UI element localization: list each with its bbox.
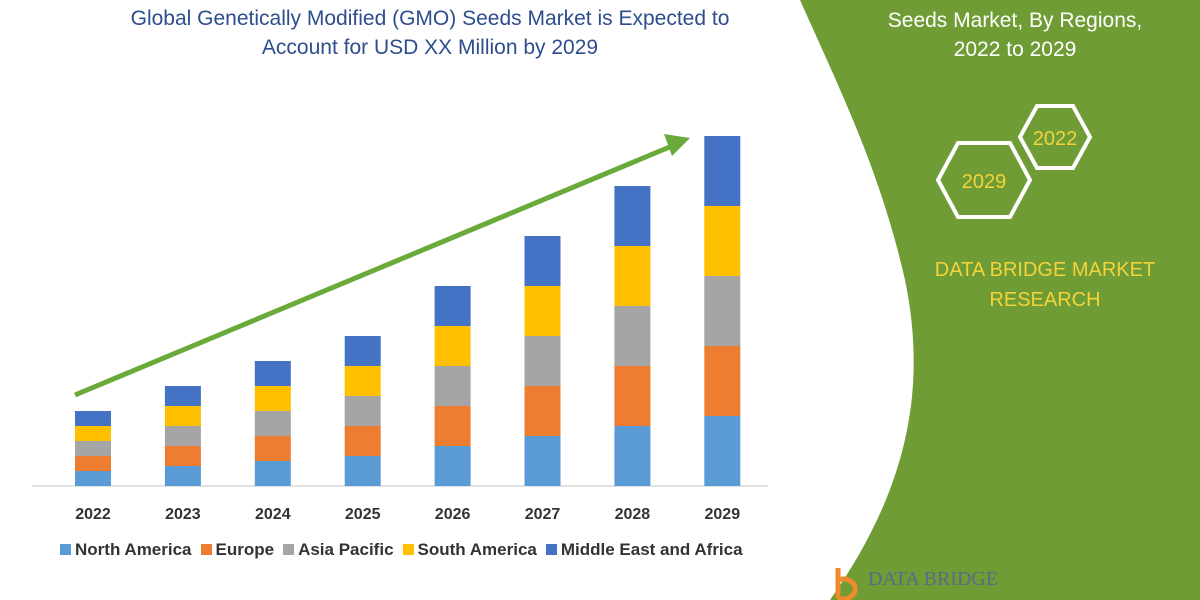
bar-2022-asia-pacific bbox=[75, 441, 111, 456]
bar-2024-middle-east-and-africa bbox=[254, 361, 291, 386]
logo-text: DATA BRIDGE bbox=[868, 568, 999, 590]
bar-2022-south-america bbox=[75, 426, 111, 441]
bar-2023-europe bbox=[164, 446, 201, 466]
title-line: Account for USD XX Million by 2029 bbox=[261, 36, 599, 59]
bar-2024-south-america bbox=[254, 386, 291, 411]
legend-swatch bbox=[200, 544, 212, 555]
bar-2023-asia-pacific bbox=[164, 426, 201, 446]
bar-2026-south-america bbox=[434, 326, 471, 366]
x-tick-label: 2028 bbox=[615, 506, 651, 523]
bar-2022-north-america bbox=[75, 471, 111, 486]
bar-2027-north-america bbox=[524, 436, 561, 486]
bar-2026-middle-east-and-africa bbox=[434, 286, 471, 326]
x-tick-label: 2029 bbox=[705, 506, 741, 523]
bar-2024-europe bbox=[254, 436, 291, 461]
bar-2025-asia-pacific bbox=[344, 396, 381, 426]
side-title-line: Seeds Market, By Regions, bbox=[887, 9, 1143, 32]
bar-2028-middle-east-and-africa bbox=[614, 186, 651, 246]
bar-2022-europe bbox=[75, 456, 111, 471]
bar-2022-middle-east-and-africa bbox=[75, 411, 111, 426]
hexagon-2029 bbox=[935, 141, 1033, 219]
side-title: Seeds Market, By Regions, 2022 to 2029 bbox=[850, 6, 1180, 64]
bar-2025-north-america bbox=[344, 456, 381, 486]
legend-swatch bbox=[283, 544, 295, 555]
x-tick-label: 2024 bbox=[255, 506, 291, 523]
bar-2029-asia-pacific bbox=[704, 276, 741, 346]
bar-2027-south-america bbox=[524, 286, 561, 336]
legend-item: Middle East and Africa bbox=[545, 540, 743, 560]
bar-2028-north-america bbox=[614, 426, 651, 486]
bar-2026-europe bbox=[434, 406, 471, 446]
legend-swatch bbox=[545, 544, 557, 555]
bar-2024-asia-pacific bbox=[254, 411, 291, 436]
legend-label: Asia Pacific bbox=[298, 540, 394, 559]
hexagon-label-2022: 2022 bbox=[1033, 128, 1078, 150]
bar-2025-middle-east-and-africa bbox=[344, 336, 381, 366]
bar-2029-europe bbox=[704, 346, 741, 416]
bar-2025-south-america bbox=[344, 366, 381, 396]
x-tick-label: 2022 bbox=[75, 506, 111, 523]
title-line: Global Genetically Modified (GMO) Seeds … bbox=[130, 7, 730, 30]
bar-2023-middle-east-and-africa bbox=[164, 386, 201, 406]
legend-item: North America bbox=[60, 540, 192, 560]
bar-2029-middle-east-and-africa bbox=[704, 136, 741, 206]
legend-label: Middle East and Africa bbox=[560, 540, 743, 559]
legend-label: North America bbox=[75, 540, 192, 559]
brand-line: DATA BRIDGE MARKET bbox=[934, 259, 1156, 281]
chart-title: Global Genetically Modified (GMO) Seeds … bbox=[40, 4, 820, 62]
legend-swatch bbox=[402, 544, 414, 555]
x-tick-label: 2025 bbox=[345, 506, 381, 523]
x-tick-label: 2023 bbox=[165, 506, 201, 523]
x-tick-label: 2027 bbox=[525, 506, 561, 523]
bar-2029-north-america bbox=[704, 416, 741, 486]
x-tick-label: 2026 bbox=[435, 506, 471, 523]
legend: North America Europe Asia Pacific South Ame… bbox=[60, 540, 743, 560]
logo-icon bbox=[835, 568, 858, 600]
green-side-panel bbox=[800, 0, 1200, 600]
legend-item: South America bbox=[402, 540, 537, 560]
hexagon-2022 bbox=[1017, 104, 1093, 170]
side-title-line: 2022 to 2029 bbox=[953, 38, 1077, 61]
bar-2023-south-america bbox=[164, 406, 201, 426]
bar-2024-north-america bbox=[254, 461, 291, 486]
legend-item: Europe bbox=[200, 540, 275, 560]
trend-arrow bbox=[74, 143, 673, 398]
bar-2025-europe bbox=[344, 426, 381, 456]
legend-label: South America bbox=[417, 540, 537, 559]
bar-2029-south-america bbox=[704, 206, 741, 276]
bar-2028-europe bbox=[614, 366, 651, 426]
bar-2027-asia-pacific bbox=[524, 336, 561, 386]
bar-2028-asia-pacific bbox=[614, 306, 651, 366]
brand-line: RESEARCH bbox=[989, 289, 1101, 311]
bar-2026-north-america bbox=[434, 446, 471, 486]
legend-item: Asia Pacific bbox=[283, 540, 394, 560]
legend-label: Europe bbox=[215, 540, 275, 559]
bar-2023-north-america bbox=[164, 466, 201, 486]
brand-text: DATA BRIDGE MARKET RESEARCH bbox=[920, 255, 1170, 315]
hexagon-label-2029: 2029 bbox=[962, 171, 1007, 193]
legend-swatch bbox=[60, 544, 71, 555]
trend-arrowhead bbox=[664, 134, 690, 156]
bar-2028-south-america bbox=[614, 246, 651, 306]
bar-2027-europe bbox=[524, 386, 561, 436]
bar-2027-middle-east-and-africa bbox=[524, 236, 561, 286]
bar-2026-asia-pacific bbox=[434, 366, 471, 406]
